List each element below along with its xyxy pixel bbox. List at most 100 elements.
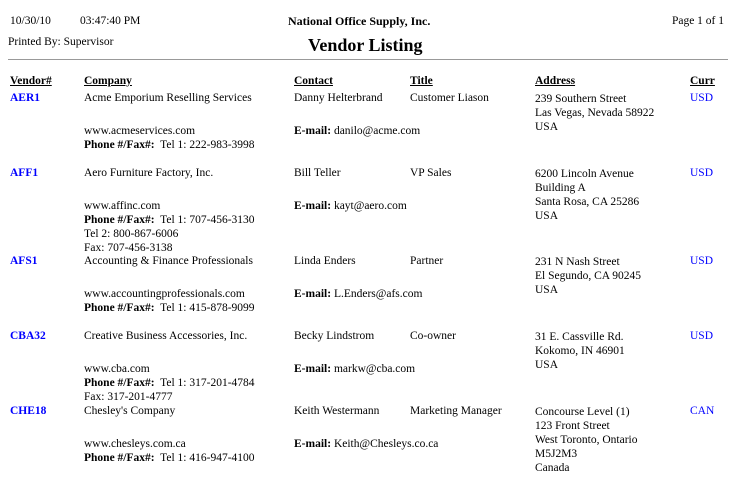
email-label: E-mail: xyxy=(294,200,332,212)
phone-fax-block: Phone #/Fax#: Tel 1: 415-878-9099 xyxy=(84,301,255,315)
currency-code: USD xyxy=(690,92,714,104)
report-time: 03:47:40 PM xyxy=(80,15,141,27)
company-name: National Office Supply, Inc. xyxy=(288,14,431,28)
report-title: Vendor Listing xyxy=(308,35,423,55)
contact-title: Partner xyxy=(410,255,444,267)
phone-fax-block: Phone #/Fax#: Tel 1: 222-983-3998 xyxy=(84,138,255,152)
col-address: Address xyxy=(535,75,576,87)
vendor-id-link[interactable]: AER1 xyxy=(10,92,41,104)
email-label: E-mail: xyxy=(294,125,332,137)
col-curr: Curr xyxy=(690,75,715,87)
address-line: USA xyxy=(535,210,559,222)
email-address: Keith@Chesleys.co.ca xyxy=(333,438,439,450)
address-block: 231 N Nash Street El Segundo, CA 90245 USA xyxy=(535,255,641,297)
phone-number: Tel 1: 415-878-9099 xyxy=(160,302,255,314)
address-block: 6200 Lincoln Avenue Building A Santa Rosa,… xyxy=(535,167,639,223)
col-title: Title xyxy=(410,75,433,87)
company-name-cell: Aero Furniture Factory, Inc. xyxy=(84,167,214,179)
page-number: Page 1 of 1 xyxy=(671,15,724,27)
website-text: www.affinc.com xyxy=(84,200,161,212)
email-label: E-mail: xyxy=(294,288,332,300)
phone-fax-block: Phone #/Fax#: Tel 1: 317-201-4784 Fax: 31… xyxy=(84,376,255,404)
address-block: 239 Southern Street Las Vegas, Nevada 589… xyxy=(535,92,654,134)
company-name-cell: Chesley's Company xyxy=(84,405,176,417)
phone-label: Phone #/Fax#: xyxy=(84,377,155,389)
vendor-id-link[interactable]: CHE18 xyxy=(10,405,47,417)
company-name-cell: Accounting & Finance Professionals xyxy=(84,255,253,267)
address-line: USA xyxy=(535,359,559,371)
printed-by: Printed By: Supervisor xyxy=(8,36,114,48)
phone-fax-block: Phone #/Fax#: Tel 1: 416-947-4100 xyxy=(84,451,255,465)
phone-number: Tel 1: 317-201-4784 xyxy=(160,377,255,389)
contact-name: Bill Teller xyxy=(294,167,341,179)
email-address: kayt@aero.com xyxy=(333,200,407,212)
phone-number: Tel 1: 707-456-3130 xyxy=(160,214,255,226)
report-date: 10/30/10 xyxy=(10,15,51,27)
phone-label: Phone #/Fax#: xyxy=(84,302,155,314)
phone-label: Phone #/Fax#: xyxy=(84,452,155,464)
currency-code: USD xyxy=(690,330,714,342)
address-line: Canada xyxy=(535,462,570,474)
email-block: E-mail: markw@cba.com xyxy=(294,362,415,376)
phone-number: Tel 1: 416-947-4100 xyxy=(160,452,255,464)
col-vendor: Vendor# xyxy=(10,75,52,87)
vendor-id-link[interactable]: AFS1 xyxy=(10,255,38,267)
header-divider xyxy=(8,59,728,60)
phone-fax-block: Phone #/Fax#: Tel 1: 707-456-3130 Tel 2: … xyxy=(84,213,255,255)
address-line: Building A xyxy=(535,182,586,194)
email-label: E-mail: xyxy=(294,363,332,375)
address-block: 31 E. Cassville Rd. Kokomo, IN 46901 USA xyxy=(535,330,625,372)
address-line: Concourse Level (1) xyxy=(535,406,630,418)
contact-name: Danny Helterbrand xyxy=(294,92,383,104)
website-text: www.accountingprofessionals.com xyxy=(84,288,245,300)
phone-number: Fax: 317-201-4777 xyxy=(84,391,173,403)
website-text: www.chesleys.com.ca xyxy=(84,438,186,450)
contact-title: Co-owner xyxy=(410,330,456,342)
email-address: markw@cba.com xyxy=(333,363,416,375)
currency-code: USD xyxy=(690,167,714,179)
company-name-cell: Acme Emporium Reselling Services xyxy=(84,92,252,104)
address-block: Concourse Level (1) 123 Front Street West … xyxy=(535,405,638,475)
contact-name: Becky Lindstrom xyxy=(294,330,375,342)
address-line: 31 E. Cassville Rd. xyxy=(535,331,624,343)
address-line: Kokomo, IN 46901 xyxy=(535,345,625,357)
phone-label: Phone #/Fax#: xyxy=(84,139,155,151)
phone-number: Tel 1: 222-983-3998 xyxy=(160,139,255,151)
currency-code: CAN xyxy=(690,405,715,417)
email-address: L.Enders@afs.com xyxy=(333,288,423,300)
address-line: USA xyxy=(535,121,559,133)
email-block: E-mail: kayt@aero.com xyxy=(294,199,407,213)
address-line: 231 N Nash Street xyxy=(535,256,620,268)
email-address: danilo@acme.com xyxy=(333,125,421,137)
contact-title: VP Sales xyxy=(410,167,452,179)
company-name-cell: Creative Business Accessories, Inc. xyxy=(84,330,248,342)
address-line: El Segundo, CA 90245 xyxy=(535,270,642,282)
address-line: Las Vegas, Nevada 58922 xyxy=(535,107,655,119)
email-block: E-mail: L.Enders@afs.com xyxy=(294,287,422,301)
contact-name: Keith Westermann xyxy=(294,405,380,417)
email-block: E-mail: danilo@acme.com xyxy=(294,124,420,138)
phone-number: Fax: 707-456-3138 xyxy=(84,242,173,254)
website-text: www.cba.com xyxy=(84,363,150,375)
address-line: West Toronto, Ontario xyxy=(535,434,638,446)
address-line: 6200 Lincoln Avenue xyxy=(535,168,634,180)
email-block: E-mail: Keith@Chesleys.co.ca xyxy=(294,437,438,451)
contact-title: Marketing Manager xyxy=(410,405,502,417)
address-line: USA xyxy=(535,284,559,296)
website-text: www.acmeservices.com xyxy=(84,125,196,137)
email-label: E-mail: xyxy=(294,438,332,450)
address-line: Santa Rosa, CA 25286 xyxy=(535,196,640,208)
currency-code: USD xyxy=(690,255,714,267)
contact-title: Customer Liason xyxy=(410,92,489,104)
vendor-id-link[interactable]: AFF1 xyxy=(10,167,39,179)
address-line: M5J2M3 xyxy=(535,448,578,460)
address-line: 239 Southern Street xyxy=(535,93,627,105)
phone-number: Tel 2: 800-867-6006 xyxy=(84,228,179,240)
contact-name: Linda Enders xyxy=(294,255,356,267)
phone-label: Phone #/Fax#: xyxy=(84,214,155,226)
vendor-id-link[interactable]: CBA32 xyxy=(10,330,46,342)
col-contact: Contact xyxy=(294,75,333,87)
address-line: 123 Front Street xyxy=(535,420,610,432)
col-company: Company xyxy=(84,75,132,87)
